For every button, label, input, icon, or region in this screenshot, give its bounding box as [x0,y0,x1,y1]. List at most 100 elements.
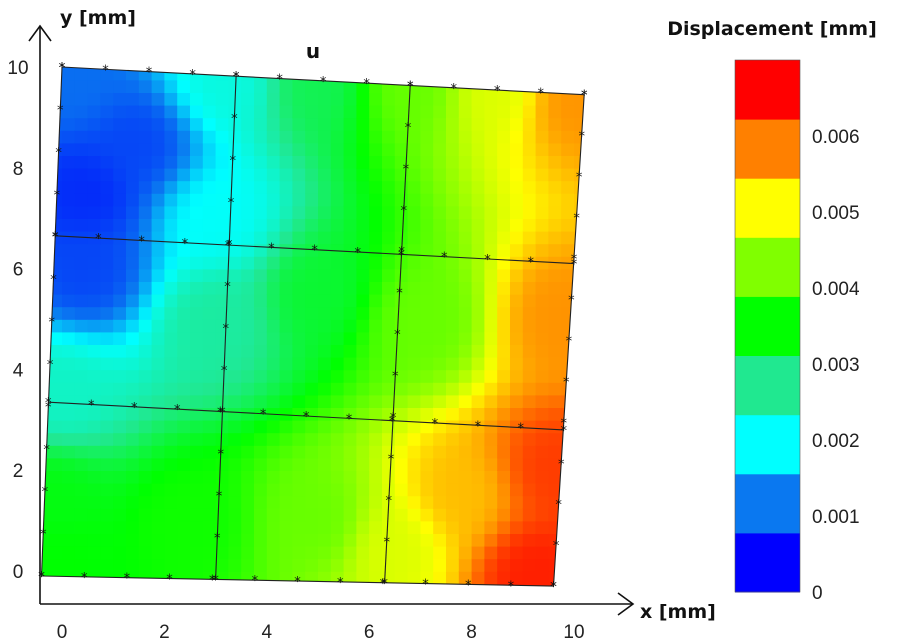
field-cell [62,180,76,194]
field-cell [510,369,524,383]
colorbar-segment [735,355,800,416]
field-cell [420,256,434,270]
field-cell [318,407,332,421]
field-cell [471,571,486,585]
field-cell [458,142,473,156]
field-cell [382,470,396,484]
mesh-node: * [229,154,236,169]
field-cell [87,520,102,534]
field-cell [266,457,281,471]
field-cell [87,495,102,509]
mesh-node: * [252,574,259,589]
field-cell [484,130,498,144]
field-cell [113,117,127,131]
field-cell [330,130,345,144]
field-cell [561,104,575,119]
field-cell [471,230,486,245]
field-cell [164,344,178,358]
field-cell [446,583,460,587]
field-cell [254,558,268,572]
field-cell [535,495,550,509]
field-cell [215,218,230,232]
field-cell [548,319,562,333]
field-cell [330,180,345,194]
mesh-node: * [124,572,131,587]
field-cell [382,79,396,93]
field-cell [458,67,473,68]
field-cell [292,457,306,471]
field-cell [407,558,422,572]
field-cell [190,104,204,119]
field-cell [74,344,89,358]
field-cell [266,533,281,547]
field-cell [228,205,242,219]
field-cell [574,104,585,119]
field-cell [407,533,422,547]
field-cell [471,319,486,333]
field-cell [164,67,178,81]
field-cell [471,205,486,219]
field-cell [138,533,153,547]
field-cell [74,67,89,68]
field-cell [151,142,166,156]
mesh-node: * [568,294,575,309]
field-cell [369,193,383,207]
field-cell [561,256,575,270]
mesh-edge-left [40,66,63,577]
field-cell [446,331,460,345]
field-cell [471,457,486,471]
field-cell [471,382,486,396]
field-cell [113,243,127,257]
field-cell [177,344,191,358]
field-cell [587,407,601,420]
field-cell [458,319,473,333]
field-cell [279,508,294,522]
field-cell [241,167,255,182]
field-cell [254,243,268,257]
field-cell [74,533,89,547]
field-cell [49,117,63,131]
field-cell [305,407,319,421]
mesh-node: * [561,416,568,431]
field-cell [100,495,114,509]
field-cell [382,356,396,371]
field-cell [394,495,409,509]
field-cell [254,382,268,396]
field-cell [254,419,268,434]
field-cell [241,432,255,446]
field-cell [62,369,76,383]
field-cell [458,508,473,522]
field-cell [254,508,268,522]
field-cell [215,457,230,471]
field-cell [446,193,460,207]
field-cell [510,470,524,484]
field-cell [177,92,191,106]
mesh-node: * [550,580,557,595]
field-cell [318,571,332,585]
field-cell [471,394,486,408]
field-cell [279,571,294,585]
field-cell [522,407,537,421]
field-cell [113,419,127,434]
field-cell [241,130,255,144]
field-cell [471,356,486,371]
field-cell [164,117,178,131]
axes [28,24,635,616]
field-cell [113,382,127,396]
field-cell [458,369,473,383]
field-cell [535,205,550,219]
field-cell [497,558,511,572]
mesh-node: * [394,328,401,343]
field-cell [433,571,447,585]
field-cell [279,205,294,219]
mesh-node: * [294,575,301,590]
field-cell [497,319,511,333]
field-cell [100,155,114,169]
field-cell [446,142,460,156]
field-cell [228,344,242,358]
field-cell [228,457,242,471]
field-cell [330,445,345,459]
field-cell [228,571,242,585]
field-cell [151,281,166,295]
field-cell [126,369,140,383]
